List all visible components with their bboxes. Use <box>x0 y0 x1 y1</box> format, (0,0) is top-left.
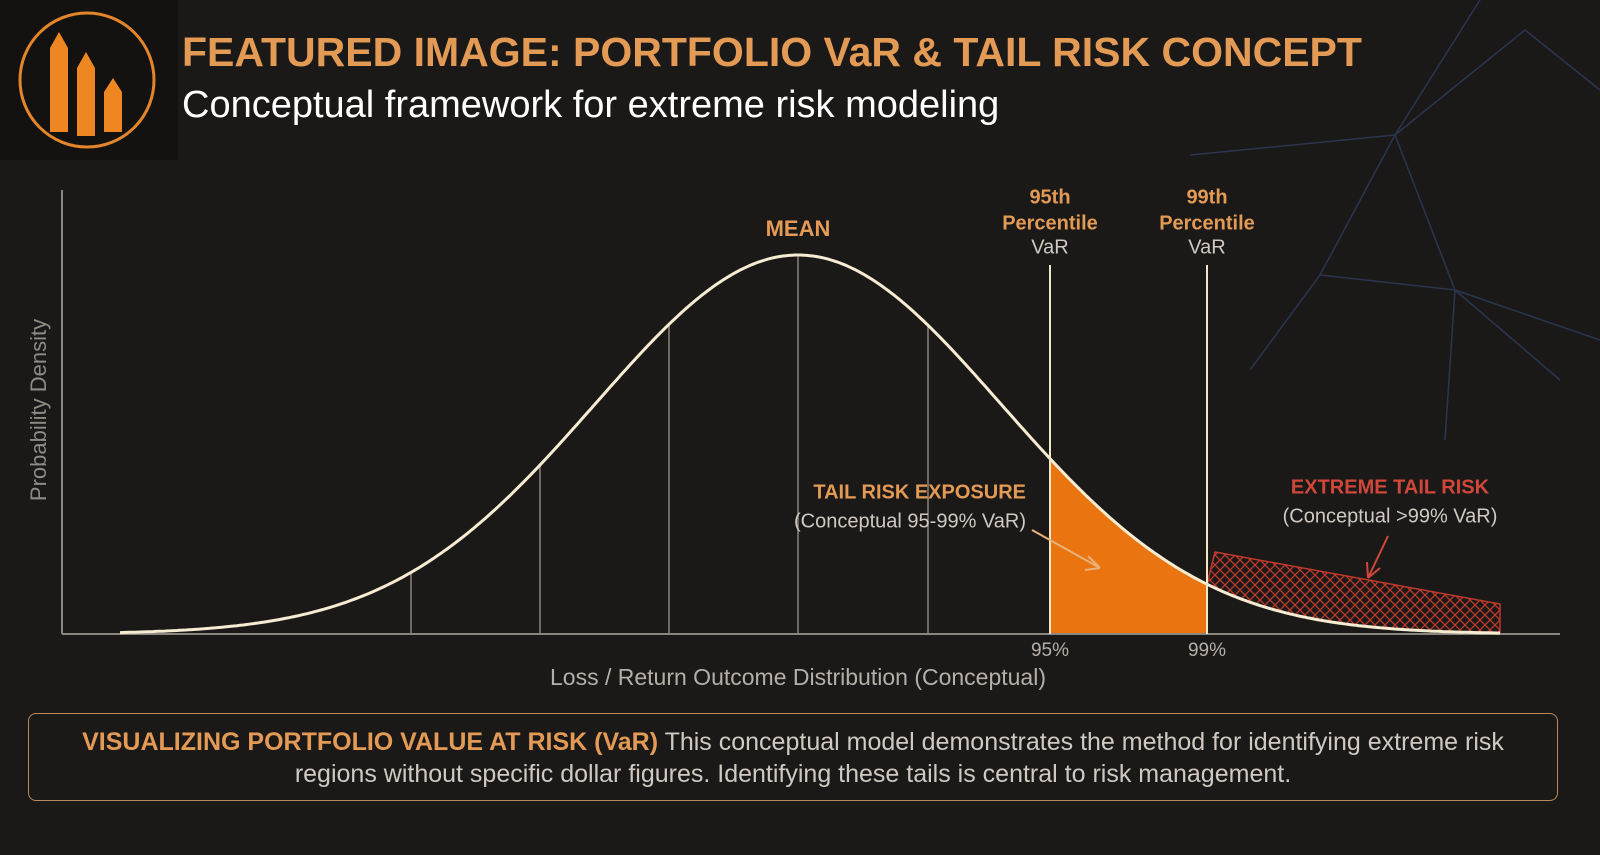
marker-kind: VaR <box>1031 236 1068 258</box>
footer-heading: VISUALIZING PORTFOLIO VALUE AT RISK (VaR… <box>82 728 659 756</box>
annotation-title: EXTREME TAIL RISK <box>1291 476 1490 498</box>
annotation-text: (Conceptual 95-99% VaR) <box>794 510 1026 532</box>
title: FEATURED IMAGE: PORTFOLIO VaR & TAIL RIS… <box>182 29 1362 75</box>
marker-tick: 99% <box>1188 640 1226 661</box>
annotation-text: (Conceptual >99% VaR) <box>1283 505 1498 527</box>
network-decoration <box>1189 0 1600 441</box>
x-axis-label: Loss / Return Outcome Distribution (Conc… <box>550 664 1046 690</box>
sigma-lines <box>410 255 929 634</box>
subtitle: Conceptual framework for extreme risk mo… <box>182 84 999 126</box>
footer-text: This conceptual model demonstrates the m… <box>294 728 1504 788</box>
marker-title: 95th <box>1029 186 1070 208</box>
logo-pencils <box>50 32 122 136</box>
marker-tick: 95% <box>1031 640 1069 661</box>
marker-kind: VaR <box>1188 236 1225 258</box>
logo-ring <box>18 11 156 149</box>
tail-area <box>1050 458 1207 634</box>
extreme-tail-area <box>1206 551 1501 634</box>
annotation-arrow <box>1031 529 1101 571</box>
annotation-title: TAIL RISK EXPOSURE <box>813 481 1026 503</box>
marker-subtitle: Percentile <box>1159 212 1255 234</box>
y-axis-label: Probability Density <box>26 319 51 501</box>
annotation-arrow <box>1366 535 1389 579</box>
marker-title: 99th <box>1186 186 1227 208</box>
bell-curve <box>119 253 1500 635</box>
marker-subtitle: Percentile <box>1002 212 1098 234</box>
mean-label: MEAN <box>766 216 831 241</box>
footer-box: VISUALIZING PORTFOLIO VALUE AT RISK (VaR… <box>28 713 1558 801</box>
